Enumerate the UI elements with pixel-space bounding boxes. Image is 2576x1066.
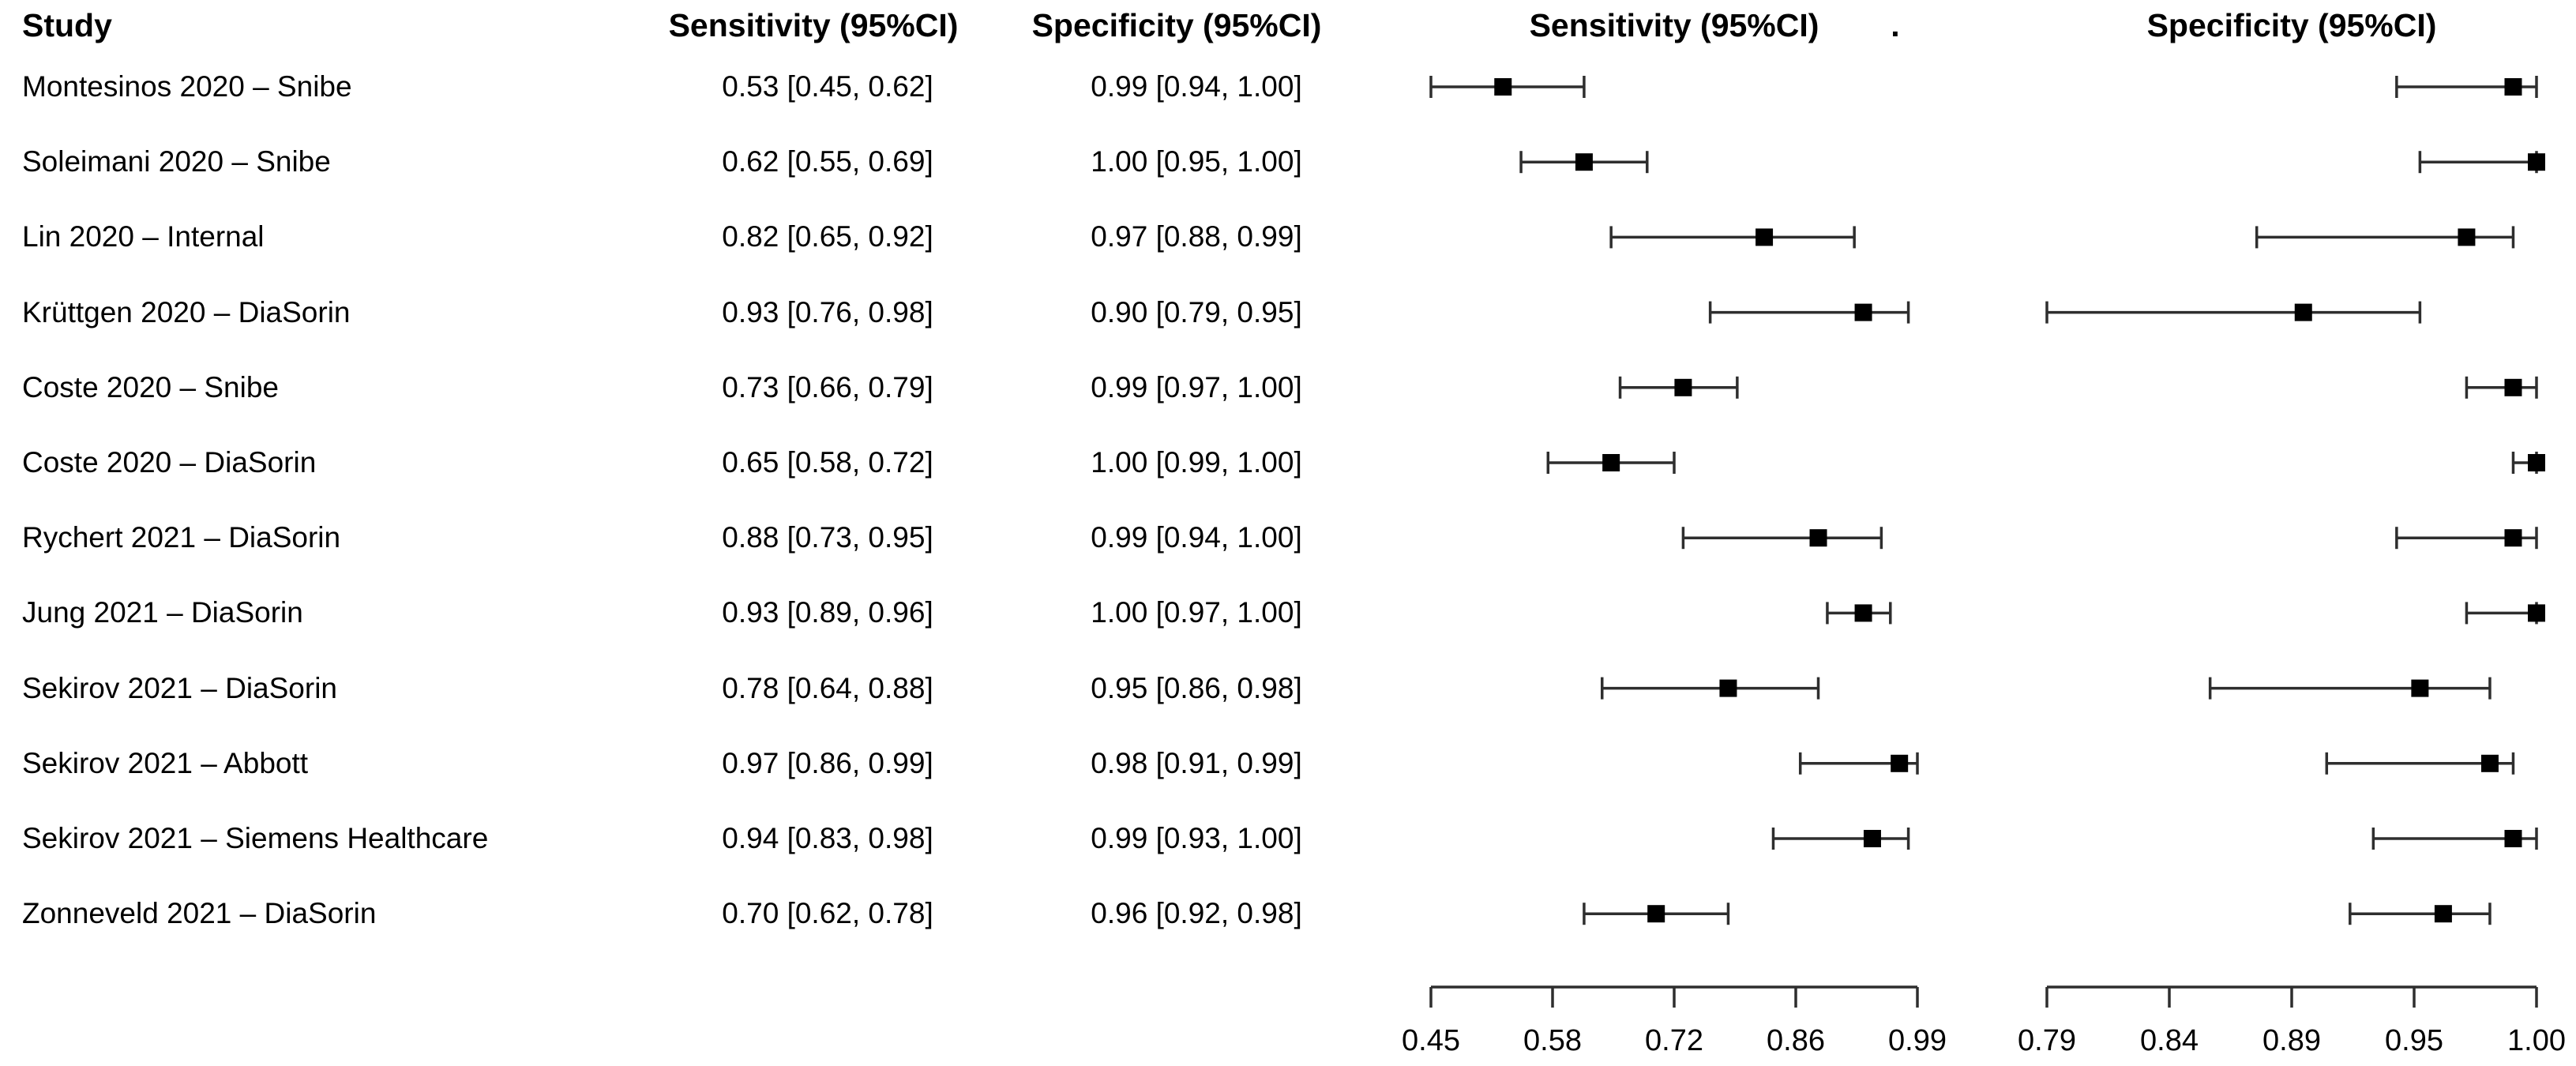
sensitivity-value-label: 0.88 [0.73, 0.95] (722, 521, 933, 554)
study-label: Lin 2020 – Internal (22, 220, 265, 253)
column-header-sensitivity-values: Sensitivity (95%CI) (668, 7, 959, 43)
study-label: Zonneveld 2021 – DiaSorin (22, 897, 377, 930)
sensitivity-value-label: 0.65 [0.58, 0.72] (722, 446, 933, 479)
study-label: Jung 2021 – DiaSorin (22, 596, 303, 629)
specificity-value-label: 1.00 [0.95, 1.00] (1091, 145, 1302, 178)
specificity-point-estimate-marker (2504, 378, 2522, 396)
sensitivity-point-estimate-marker (1863, 830, 1881, 847)
specificity-value-label: 0.98 [0.91, 0.99] (1091, 746, 1302, 779)
specificity-axis-tick-label: 0.84 (2140, 1024, 2199, 1057)
sensitivity-value-label: 0.93 [0.76, 0.98] (722, 295, 933, 328)
sensitivity-axis-tick-label: 0.45 (1402, 1024, 1460, 1057)
specificity-point-estimate-marker (2480, 754, 2499, 772)
sensitivity-point-estimate-marker (1854, 604, 1872, 622)
specificity-point-estimate-marker (2411, 679, 2429, 697)
sensitivity-value-label: 0.78 [0.64, 0.88] (722, 671, 933, 704)
sensitivity-value-label: 0.70 [0.62, 0.78] (722, 897, 933, 930)
specificity-value-label: 0.95 [0.86, 0.98] (1091, 671, 1302, 704)
specificity-value-label: 0.99 [0.93, 1.00] (1091, 822, 1302, 854)
study-label: Krüttgen 2020 – DiaSorin (22, 295, 351, 328)
study-label: Montesinos 2020 – Snibe (22, 70, 352, 103)
column-header-specificity-values: Specificity (95%CI) (1031, 7, 1322, 43)
panel-header-specificity-plot: Specificity (95%CI) (2146, 7, 2437, 43)
specificity-point-estimate-marker (2528, 454, 2545, 471)
specificity-point-estimate-marker (2528, 604, 2545, 622)
study-label: Sekirov 2021 – Siemens Healthcare (22, 822, 489, 854)
specificity-point-estimate-marker (2504, 78, 2522, 96)
specificity-point-estimate-marker (2294, 303, 2312, 321)
study-label: Rychert 2021 – DiaSorin (22, 521, 341, 554)
specificity-value-label: 1.00 [0.99, 1.00] (1091, 446, 1302, 479)
sensitivity-axis-tick-label: 0.58 (1523, 1024, 1582, 1057)
study-label: Sekirov 2021 – Abbott (22, 746, 309, 779)
specificity-point-estimate-marker (2504, 529, 2522, 547)
sensitivity-point-estimate-marker (1891, 754, 1909, 772)
sensitivity-value-label: 0.53 [0.45, 0.62] (722, 70, 933, 103)
sensitivity-point-estimate-marker (1719, 679, 1737, 697)
sensitivity-point-estimate-marker (1809, 529, 1827, 547)
sensitivity-axis-tick-label: 0.72 (1645, 1024, 1703, 1057)
specificity-point-estimate-marker (2504, 830, 2522, 847)
sensitivity-value-label: 0.82 [0.65, 0.92] (722, 220, 933, 253)
specificity-axis-tick-label: 0.95 (2385, 1024, 2443, 1057)
specificity-axis-tick-label: 1.00 (2507, 1024, 2566, 1057)
sensitivity-value-label: 0.93 [0.89, 0.96] (722, 596, 933, 629)
specificity-value-label: 1.00 [0.97, 1.00] (1091, 596, 1302, 629)
sensitivity-point-estimate-marker (1854, 303, 1872, 321)
specificity-value-label: 0.96 [0.92, 0.98] (1091, 897, 1302, 930)
sensitivity-point-estimate-marker (1756, 228, 1774, 246)
sensitivity-point-estimate-marker (1494, 78, 1512, 96)
specificity-point-estimate-marker (2434, 905, 2452, 923)
sensitivity-value-label: 0.73 [0.66, 0.79] (722, 370, 933, 404)
specificity-value-label: 0.99 [0.94, 1.00] (1091, 521, 1302, 554)
specificity-point-estimate-marker (2458, 228, 2476, 246)
sensitivity-point-estimate-marker (1575, 153, 1593, 171)
study-label: Coste 2020 – Snibe (22, 370, 280, 404)
study-label: Sekirov 2021 – DiaSorin (22, 671, 337, 704)
specificity-value-label: 0.99 [0.94, 1.00] (1091, 70, 1302, 103)
sensitivity-value-label: 0.94 [0.83, 0.98] (722, 822, 933, 854)
specificity-axis-tick-label: 0.79 (2018, 1024, 2076, 1057)
specificity-value-label: 0.99 [0.97, 1.00] (1091, 370, 1302, 404)
separator-dot-mark: . (1891, 7, 1900, 43)
sensitivity-point-estimate-marker (1602, 454, 1620, 471)
sensitivity-value-label: 0.97 [0.86, 0.99] (722, 746, 933, 779)
sensitivity-value-label: 0.62 [0.55, 0.69] (722, 145, 933, 178)
sensitivity-point-estimate-marker (1674, 378, 1692, 396)
study-label: Coste 2020 – DiaSorin (22, 446, 317, 479)
sensitivity-axis-tick-label: 0.99 (1888, 1024, 1947, 1057)
specificity-axis-tick-label: 0.89 (2262, 1024, 2321, 1057)
study-label: Soleimani 2020 – Snibe (22, 145, 331, 178)
sensitivity-axis-tick-label: 0.86 (1767, 1024, 1825, 1057)
sensitivity-point-estimate-marker (1647, 905, 1665, 923)
specificity-value-label: 0.90 [0.79, 0.95] (1091, 295, 1302, 328)
column-header-study: Study (22, 7, 112, 43)
specificity-point-estimate-marker (2528, 153, 2545, 171)
panel-header-sensitivity-plot: Sensitivity (95%CI) (1529, 7, 1819, 43)
specificity-value-label: 0.97 [0.88, 0.99] (1091, 220, 1302, 253)
